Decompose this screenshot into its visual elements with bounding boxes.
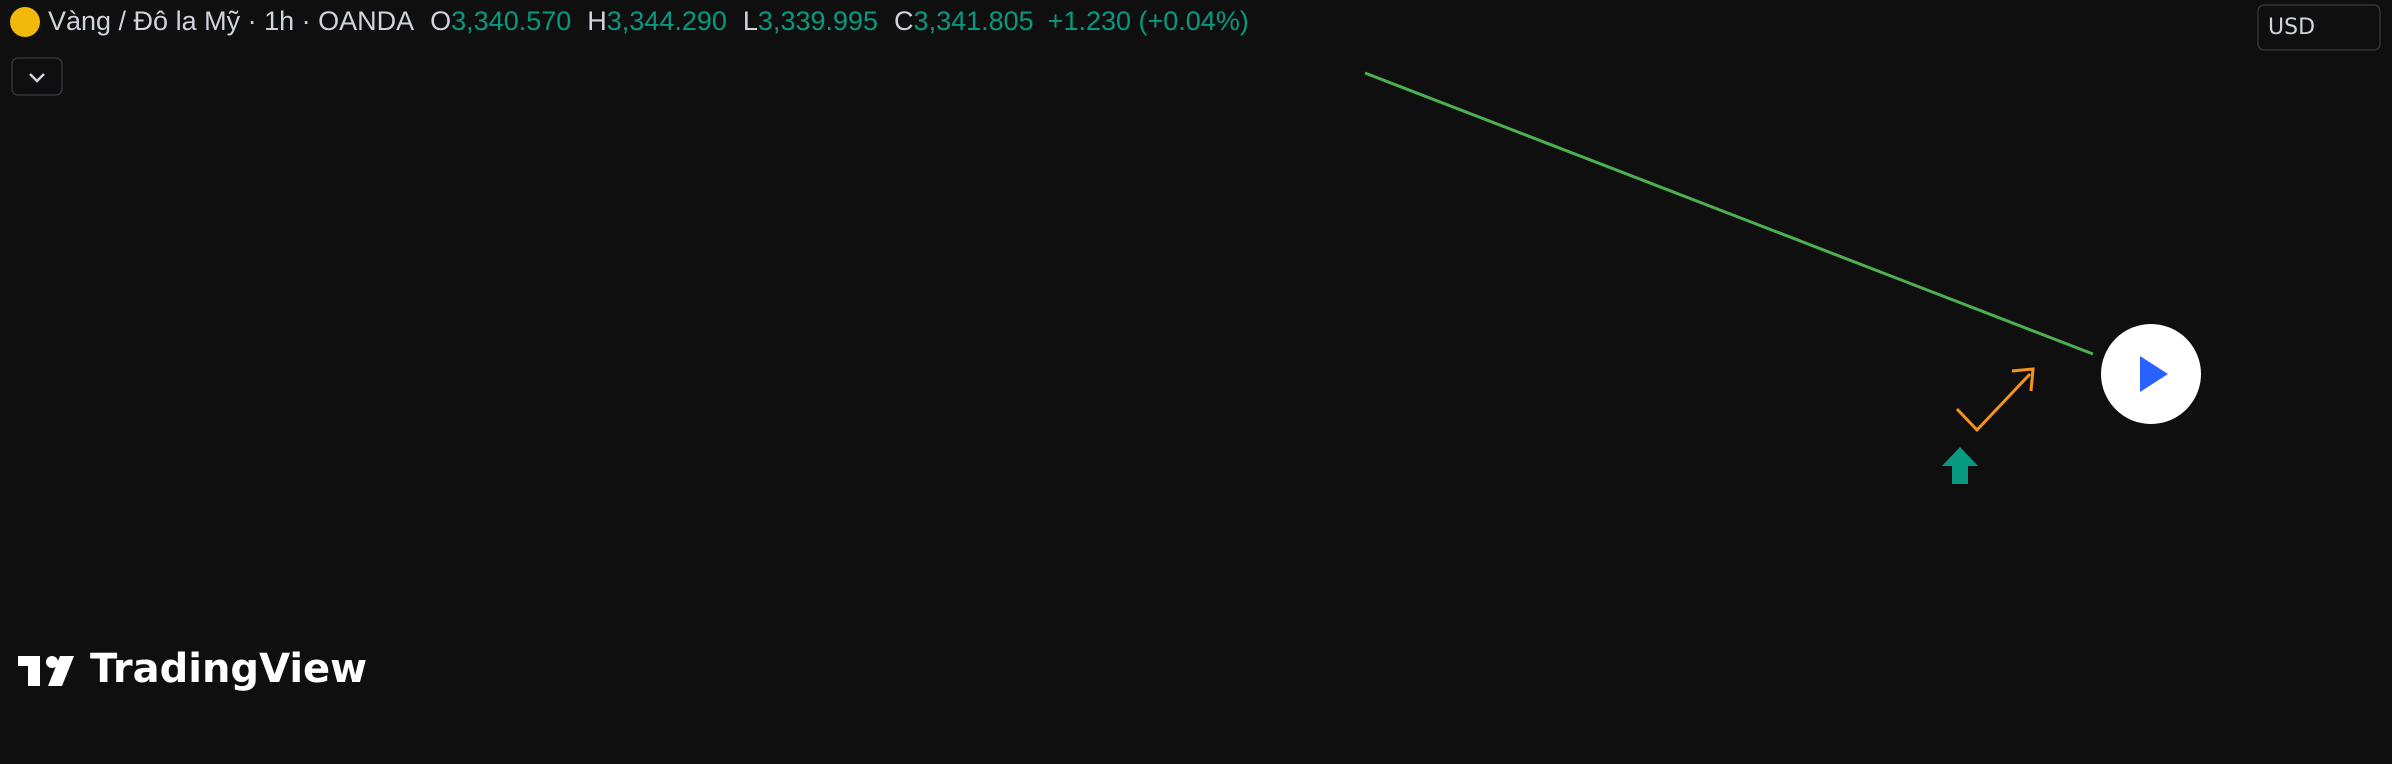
- orange-arrowhead: [2011, 367, 2035, 392]
- orange-arrow: [1955, 372, 2032, 433]
- currency-button[interactable]: [2257, 4, 2381, 51]
- logo-part: [46, 656, 58, 668]
- ohlc-value: 3,339.995: [757, 6, 879, 36]
- drawings: [1364, 71, 2094, 484]
- play-icon: [2140, 356, 2168, 392]
- ohlc-value: 3,340.570: [451, 6, 572, 36]
- logo-part: [48, 656, 74, 686]
- change: +1.230 (+0.04%): [1047, 6, 1249, 36]
- ohlc-key: L: [742, 6, 758, 36]
- header: Vàng / Đô la Mỹ · 1h · OANDA O 3,340.570 …: [10, 6, 1249, 37]
- overlay: USD TradingView: [11, 4, 2381, 692]
- collapse-icon: [29, 73, 45, 83]
- up-arrow: [1942, 447, 1978, 484]
- logo-part: [28, 656, 40, 686]
- ohlc-value: 3,344.290: [606, 6, 727, 36]
- ohlc-value: 3,341.805: [913, 6, 1034, 36]
- watermark-text: TradingView: [90, 646, 367, 692]
- symbol-icon: [10, 6, 40, 37]
- collapse-button[interactable]: [11, 57, 63, 96]
- trend-line: [1364, 71, 2094, 356]
- ohlc-key: C: [894, 6, 914, 36]
- currency-label: USD: [2268, 15, 2315, 40]
- ohlc-key: H: [587, 6, 607, 36]
- watermark: TradingView: [18, 646, 367, 692]
- ohlc-key: O: [430, 6, 452, 36]
- symbol: Vàng / Đô la Mỹ · 1h · OANDA: [48, 6, 415, 36]
